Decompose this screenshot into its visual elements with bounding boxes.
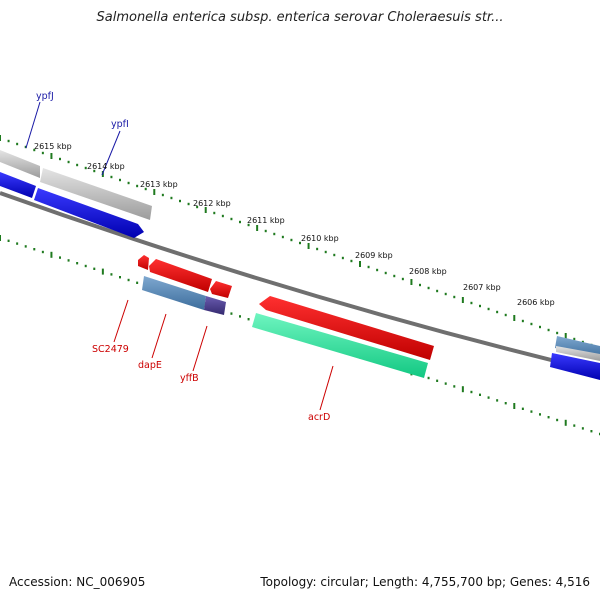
gene-label-yffb: yffB xyxy=(180,373,199,384)
scale-label: 2608 kbp xyxy=(409,267,447,276)
gene-label-sc2479: SC2479 xyxy=(92,344,129,355)
orf-right-segment xyxy=(556,346,600,361)
gene-label-leader xyxy=(113,299,129,343)
scale-labels: 2615 kbp 2614 kbp 2613 kbp 2612 kbp 2611 kbp… xyxy=(34,142,555,307)
cds-reverse-block xyxy=(259,296,434,360)
scale-label: 2606 kbp xyxy=(517,298,555,307)
scale-label: 2607 kbp xyxy=(463,283,501,292)
orf-grey-segment xyxy=(0,150,40,178)
reverse-features xyxy=(138,255,434,378)
cds-reverse-block xyxy=(138,255,149,270)
genome-summary-text: Topology: circular; Length: 4,755,700 bp… xyxy=(260,575,590,589)
gene-label-leader xyxy=(151,313,167,359)
tick-rows xyxy=(0,135,600,436)
accession-text: Accession: NC_006905 xyxy=(9,575,146,589)
scale-label: 2610 kbp xyxy=(301,234,339,243)
gene-label-ypfi: ypfI xyxy=(111,119,129,130)
gene-label-leader xyxy=(192,325,208,372)
scale-label: 2615 kbp xyxy=(34,142,72,151)
cds-forward-block xyxy=(34,188,144,238)
gene-label-acrd: acrD xyxy=(308,412,330,423)
cds-reverse-block xyxy=(149,259,212,292)
genome-backbone xyxy=(0,191,600,374)
scale-label: 2612 kbp xyxy=(193,199,231,208)
orf-purple-block xyxy=(204,296,226,315)
map-title: Salmonella enterica subsp. enterica sero… xyxy=(96,10,504,25)
orf-steelblue-block xyxy=(142,276,206,310)
cds-forward-block xyxy=(0,172,36,198)
gene-labels: ypfJ ypfI SC2479 dapE yffB acrD xyxy=(25,91,334,423)
gene-label-leader xyxy=(101,130,121,176)
scale-label: 2611 kbp xyxy=(247,216,285,225)
scale-label: 2609 kbp xyxy=(355,251,393,260)
gene-label-dape: dapE xyxy=(138,360,162,371)
scale-label: 2613 kbp xyxy=(140,180,178,189)
orf-green-block xyxy=(252,313,428,378)
scale-label: 2614 kbp xyxy=(87,162,125,171)
gene-label-ypfj: ypfJ xyxy=(36,91,54,102)
orf-grey-segment xyxy=(40,168,152,220)
cds-forward-block xyxy=(550,353,600,380)
gene-label-leader xyxy=(25,101,41,149)
gene-label-leader xyxy=(319,365,334,411)
cds-reverse-block xyxy=(210,281,232,298)
forward-features xyxy=(0,150,600,380)
